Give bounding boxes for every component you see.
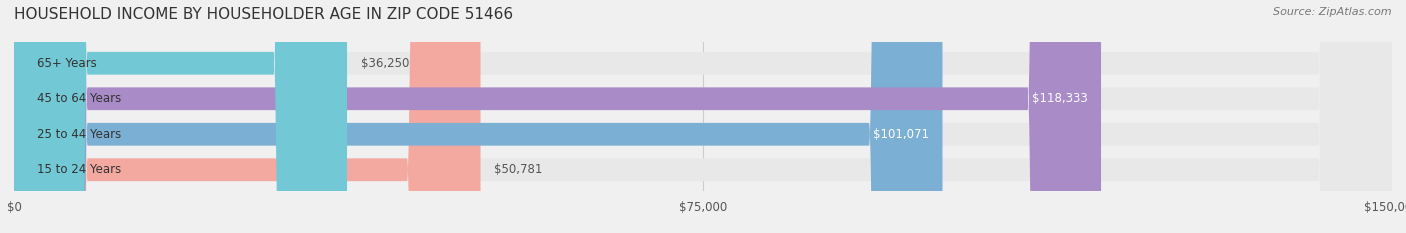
- Text: 25 to 44 Years: 25 to 44 Years: [37, 128, 121, 141]
- Text: $101,071: $101,071: [873, 128, 929, 141]
- Text: HOUSEHOLD INCOME BY HOUSEHOLDER AGE IN ZIP CODE 51466: HOUSEHOLD INCOME BY HOUSEHOLDER AGE IN Z…: [14, 7, 513, 22]
- Text: $50,781: $50,781: [495, 163, 543, 176]
- FancyBboxPatch shape: [14, 0, 1392, 233]
- FancyBboxPatch shape: [14, 0, 481, 233]
- Text: 65+ Years: 65+ Years: [37, 57, 97, 70]
- FancyBboxPatch shape: [14, 0, 942, 233]
- Text: $118,333: $118,333: [1032, 92, 1087, 105]
- FancyBboxPatch shape: [14, 0, 1392, 233]
- FancyBboxPatch shape: [14, 0, 1392, 233]
- Text: $36,250: $36,250: [361, 57, 409, 70]
- FancyBboxPatch shape: [14, 0, 347, 233]
- FancyBboxPatch shape: [14, 0, 1101, 233]
- Text: 15 to 24 Years: 15 to 24 Years: [37, 163, 121, 176]
- Text: Source: ZipAtlas.com: Source: ZipAtlas.com: [1274, 7, 1392, 17]
- Text: 45 to 64 Years: 45 to 64 Years: [37, 92, 121, 105]
- FancyBboxPatch shape: [14, 0, 1392, 233]
